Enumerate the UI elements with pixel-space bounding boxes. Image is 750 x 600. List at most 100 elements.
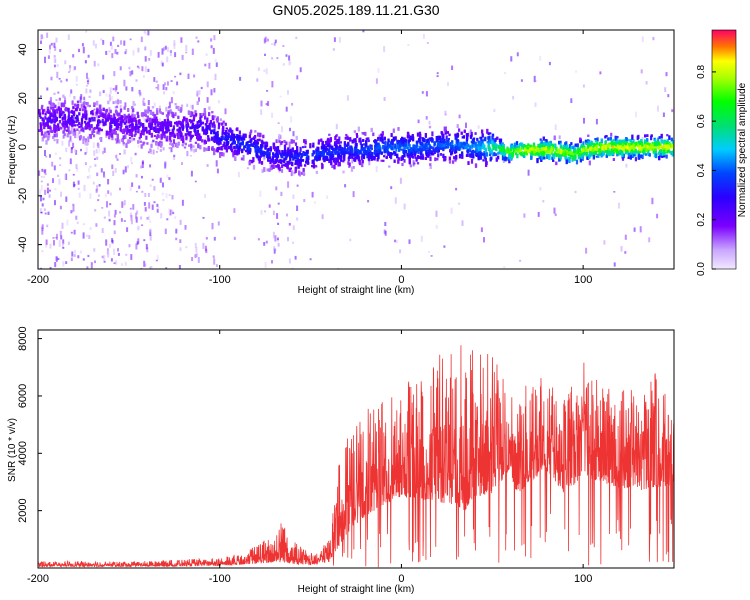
spectral-sample [596,137,599,142]
spectral-sample [216,147,219,152]
spectral-sample [76,103,80,109]
spectral-sample [311,191,314,198]
spectral-sample [351,139,354,144]
spectral-sample [285,106,288,112]
spectral-sample [236,134,239,138]
spectral-sample [101,150,104,155]
spectral-sample [277,239,280,242]
spectral-sample [416,143,419,147]
spectral-sample [108,114,111,120]
spectral-sample [123,149,126,155]
spectral-sample [302,146,305,149]
spectral-sample [232,153,235,158]
spectral-sample [634,150,637,153]
spectral-sample [575,159,579,165]
spectral-sample [206,97,209,103]
spectral-sample [138,137,141,140]
spectral-sample [382,141,385,145]
spectral-sample [84,140,87,146]
spectral-sample [489,151,492,155]
spectral-sample [435,210,438,217]
spectral-sample [194,254,197,258]
spectral-sample [40,195,42,202]
spectral-sample [51,161,54,167]
spectral-sample [296,217,299,221]
spectral-sample [504,72,507,75]
spectral-sample [86,80,89,83]
spectral-sample [198,90,201,95]
spectral-sample [208,62,211,69]
spectral-sample [176,132,179,137]
spectral-sample [576,143,579,148]
spectral-sample [163,47,166,51]
spectral-sample [447,137,450,140]
spectral-sample [115,119,118,124]
spectral-sample [280,140,283,144]
spectral-sample [439,153,442,156]
spectral-sample [59,230,62,236]
spectral-sample [53,240,55,246]
spectral-sample [46,32,49,38]
spectral-sample [75,75,78,82]
spectral-sample [295,135,298,140]
spectral-sample [238,138,241,142]
spectral-sample [272,142,275,146]
spectral-sample [169,142,172,146]
spectral-sample [288,258,291,264]
spectral-sample [79,96,82,103]
spectral-sample [190,170,193,177]
spectral-sample [196,126,199,130]
spectral-sample [72,181,75,188]
spectral-sample [164,45,167,50]
spectral-sample [212,255,215,258]
spectral-sample [78,108,82,112]
spectral-sample [411,149,414,153]
spectral-sample [283,147,287,153]
spectral-sample [63,100,67,104]
spectral-sample [213,236,216,241]
spectral-sample [70,127,73,134]
spectral-sample [59,205,62,210]
spectral-sample [646,138,649,142]
spectral-sample [304,145,307,148]
spectral-sample [260,161,264,165]
spectral-sample [60,235,63,240]
spectral-sample [452,160,455,164]
spectral-sample [78,48,80,53]
spectral-sample [665,72,668,77]
spectral-sample [93,116,96,122]
spectral-sample [326,195,329,199]
spectral-sample [272,210,275,216]
spectral-sample [142,100,145,106]
spectral-sample [272,164,275,169]
spectral-sample [479,136,482,140]
spectral-sample [72,54,75,58]
spectral-sample [296,155,299,160]
spectral-sample [54,152,57,156]
spectral-sample [243,146,246,151]
spectral-sample [451,65,454,70]
spectral-sample [134,127,137,133]
spectral-sample [174,216,177,219]
spectral-sample [189,155,192,157]
spectral-sample [613,191,616,193]
spectral-sample [585,140,588,145]
spectral-sample [465,140,468,144]
spectral-sample [539,138,542,141]
spectral-sample [163,91,166,95]
spectral-sample [142,127,145,132]
spectral-sample [134,131,137,136]
spectral-sample [470,155,473,159]
spectral-sample [70,147,73,154]
spectral-sample [67,107,70,113]
spectral-sample [162,147,165,151]
spectral-sample [49,103,52,108]
spectrogram-background-noise [38,30,674,269]
spectral-sample [354,146,357,150]
spectral-sample [58,240,61,242]
spectral-sample [194,129,197,133]
spectral-sample [164,228,167,235]
spectral-sample [317,141,320,145]
spectral-sample [218,146,221,151]
